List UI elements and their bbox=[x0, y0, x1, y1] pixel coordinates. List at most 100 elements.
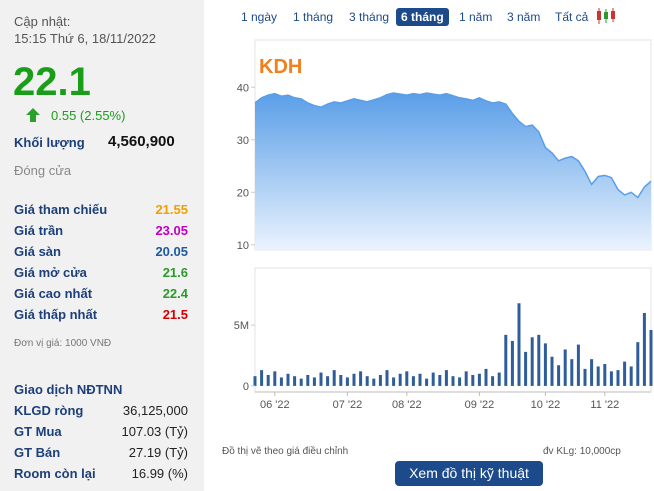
volume-bar bbox=[543, 343, 547, 386]
volume-bar bbox=[326, 376, 330, 386]
volume-bar bbox=[385, 370, 389, 386]
volume-bar bbox=[352, 373, 356, 386]
volume-bar bbox=[319, 372, 323, 386]
price-row-value: 23.05 bbox=[155, 223, 188, 238]
volume-bar bbox=[266, 374, 270, 386]
technical-chart-button[interactable]: Xem đồ thị kỹ thuật bbox=[395, 461, 543, 486]
volume-bar bbox=[557, 365, 561, 386]
foreign-title: Giao dịch NĐTNN bbox=[14, 382, 123, 397]
price-area bbox=[255, 93, 651, 250]
volume-bar bbox=[504, 334, 508, 386]
volume-bar bbox=[444, 370, 448, 386]
unit-note: Đơn vị giá: 1000 VNĐ bbox=[14, 338, 112, 349]
footer-note: Đồ thị vẽ theo giá điều chỉnh bbox=[222, 446, 349, 457]
volume-bar bbox=[596, 366, 600, 386]
volume-bar bbox=[484, 368, 488, 386]
x-tick-label: 06 '22 bbox=[260, 399, 290, 411]
range-tab[interactable]: 3 tháng bbox=[349, 10, 390, 24]
foreign-row-value: 36,125,000 bbox=[122, 403, 188, 418]
volume-bar bbox=[418, 373, 422, 386]
y-tick-label: 5M bbox=[234, 320, 249, 332]
y-tick-label: 40 bbox=[237, 82, 249, 94]
volume-bar bbox=[306, 374, 310, 386]
range-tab[interactable]: 1 năm bbox=[459, 10, 493, 24]
foreign-row-value: 16.99 (%) bbox=[131, 466, 188, 481]
quote-panel: Cập nhật: 15:15 Thứ 6, 18/11/2022 22.1 0… bbox=[0, 0, 204, 491]
volume-bar bbox=[576, 344, 580, 386]
price-row-value: 20.05 bbox=[155, 244, 188, 259]
volume-bar bbox=[332, 370, 336, 386]
foreign-row-label: Room còn lại bbox=[14, 466, 96, 481]
volume-bar bbox=[438, 374, 442, 386]
range-tab[interactable]: Tất cả bbox=[555, 10, 589, 24]
volume-bar bbox=[497, 372, 501, 386]
range-tab[interactable]: 3 năm bbox=[507, 10, 541, 24]
x-tick-label: 11 '22 bbox=[590, 399, 619, 411]
volume-bar bbox=[563, 349, 567, 386]
volume-bar bbox=[425, 378, 429, 386]
volume-bar bbox=[345, 377, 349, 386]
y-tick-label: 20 bbox=[237, 187, 249, 199]
range-tab[interactable]: 6 tháng bbox=[396, 8, 449, 26]
foreign-row-label: GT Bán bbox=[14, 445, 61, 460]
price-row-label: Giá cao nhất bbox=[14, 286, 93, 301]
volume-bar bbox=[530, 337, 534, 386]
volume: 4,560,900 bbox=[108, 133, 175, 150]
candle-icon[interactable] bbox=[595, 7, 617, 25]
range-tab[interactable]: 1 tháng bbox=[293, 10, 334, 24]
volume-bar bbox=[253, 376, 257, 386]
volume-bar bbox=[629, 366, 633, 386]
foreign-row-label: GT Mua bbox=[14, 424, 62, 439]
volume-bar bbox=[431, 372, 435, 386]
volume-bar bbox=[623, 361, 627, 386]
price-change: 0.55 (2.55%) bbox=[51, 108, 126, 123]
volume-bar bbox=[636, 342, 640, 386]
volume-bar bbox=[570, 359, 574, 386]
price-row-label: Giá sàn bbox=[14, 244, 61, 259]
chart: KDH 10 20 30 40 06 '22 07 '22 08 '22 09 '22 10 '2… bbox=[234, 39, 653, 411]
volume-bar bbox=[471, 374, 475, 386]
price-row-value: 21.55 bbox=[155, 202, 188, 217]
volume-bar bbox=[405, 371, 409, 386]
volume-label: Khối lượng bbox=[14, 135, 85, 150]
volume-bar bbox=[616, 370, 620, 386]
volume-bar bbox=[398, 373, 402, 386]
range-tab[interactable]: 1 ngày bbox=[241, 10, 278, 24]
foreign-row-value: 107.03 (Tỷ) bbox=[121, 424, 188, 439]
volume-bar bbox=[273, 371, 277, 386]
updated-time: 15:15 Thứ 6, 18/11/2022 bbox=[14, 31, 156, 46]
updated-label: Cập nhật: bbox=[14, 14, 71, 29]
y-tick-label: 10 bbox=[237, 240, 249, 252]
volume-bar bbox=[510, 340, 514, 386]
price-row-value: 22.4 bbox=[162, 286, 188, 301]
volume-bar bbox=[464, 371, 468, 386]
price-row-label: Giá trần bbox=[14, 223, 64, 238]
volume-bar bbox=[365, 376, 369, 386]
x-tick-label: 07 '22 bbox=[333, 399, 363, 411]
x-tick-label: 08 '22 bbox=[392, 399, 422, 411]
up-arrow bbox=[26, 108, 40, 122]
volume-bar bbox=[372, 378, 376, 386]
volume-bar bbox=[603, 364, 607, 386]
volume-bar bbox=[286, 373, 290, 386]
volume-bar bbox=[359, 371, 363, 386]
volume-bar bbox=[477, 373, 481, 386]
volume-bar bbox=[524, 351, 528, 386]
volume-bar bbox=[642, 312, 646, 386]
price: 22.1 bbox=[13, 60, 91, 104]
foreign-row-value: 27.19 (Tỷ) bbox=[128, 445, 188, 460]
volume-bar bbox=[451, 376, 455, 386]
price-row-value: 21.6 bbox=[162, 265, 188, 280]
volume-bar bbox=[458, 377, 462, 386]
volume-bar bbox=[590, 359, 594, 386]
volume-bar bbox=[609, 371, 613, 386]
volume-bar bbox=[583, 368, 587, 386]
price-row-label: Giá tham chiếu bbox=[14, 202, 108, 217]
x-tick-label: 09 '22 bbox=[465, 399, 495, 411]
volume-bar bbox=[411, 376, 415, 386]
chart-title: KDH bbox=[259, 56, 302, 78]
volume-bar bbox=[550, 356, 554, 386]
price-row-label: Giá thấp nhất bbox=[14, 307, 98, 322]
volume-bar bbox=[517, 303, 521, 386]
